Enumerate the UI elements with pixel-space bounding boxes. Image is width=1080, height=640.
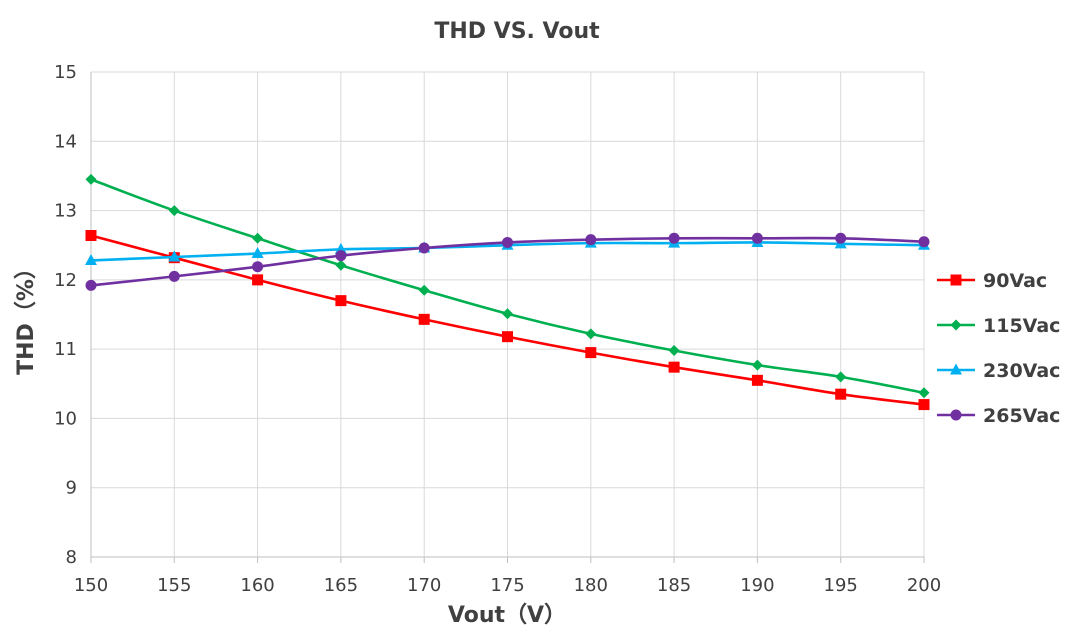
legend-label: 90Vac	[983, 270, 1047, 292]
y-tick-label: 15	[54, 62, 77, 83]
legend-entry: 230Vac	[937, 360, 1060, 382]
legend-entry: 115Vac	[937, 315, 1060, 337]
x-axis-label: Vout（V）	[448, 603, 566, 628]
x-tick-label: 180	[574, 575, 608, 596]
data-point	[502, 308, 513, 320]
legend-label: 265Vac	[983, 405, 1060, 427]
x-tick-label: 175	[490, 575, 524, 596]
x-tick-label: 195	[824, 575, 858, 596]
data-point	[668, 361, 680, 373]
legend-marker	[950, 409, 962, 421]
data-point	[418, 284, 430, 296]
data-point	[918, 236, 930, 248]
data-point	[751, 232, 763, 244]
x-tick-label: 150	[74, 575, 108, 596]
legend-marker	[950, 274, 962, 286]
series-115vac	[85, 173, 930, 399]
legend-label: 230Vac	[983, 360, 1060, 382]
x-tick-label: 165	[324, 575, 358, 596]
data-point	[751, 374, 763, 386]
series-group	[85, 173, 930, 411]
data-point	[668, 232, 680, 244]
data-point	[335, 250, 347, 262]
legend-marker	[950, 319, 962, 331]
x-tick-label: 155	[157, 575, 191, 596]
data-point	[252, 261, 264, 273]
y-tick-label: 8	[66, 547, 77, 568]
data-point	[85, 279, 97, 291]
data-point	[751, 359, 763, 371]
data-point	[585, 328, 597, 340]
data-point	[668, 345, 680, 357]
x-tick-label: 160	[240, 575, 274, 596]
x-tick-label: 200	[907, 575, 941, 596]
series-90vac	[85, 230, 930, 411]
y-tick-label: 11	[54, 339, 77, 360]
x-tick-label: 170	[407, 575, 441, 596]
data-point	[252, 274, 264, 286]
data-point	[585, 347, 597, 359]
data-point	[418, 242, 430, 254]
y-tick-label: 14	[54, 131, 77, 152]
y-tick-label: 13	[54, 201, 77, 222]
legend-entry: 265Vac	[937, 405, 1060, 427]
data-point	[168, 205, 180, 217]
legend: 90Vac 115Vac 230Vac 265Vac	[937, 270, 1060, 427]
data-point	[918, 399, 930, 411]
legend-entry: 90Vac	[937, 270, 1047, 292]
chart-title: THD VS. Vout	[434, 19, 600, 44]
data-point	[335, 295, 347, 307]
data-point	[418, 313, 430, 325]
data-point	[85, 253, 97, 265]
data-point	[252, 232, 264, 244]
data-point	[168, 250, 181, 262]
data-point	[585, 234, 597, 246]
y-axis-label: THD（%）	[14, 257, 39, 375]
data-point	[251, 247, 264, 259]
data-point	[335, 259, 347, 271]
y-tick-label: 12	[54, 270, 77, 291]
x-tick-label: 185	[657, 575, 691, 596]
data-point	[168, 270, 180, 282]
legend-marker	[950, 363, 962, 375]
legend-label: 115Vac	[983, 315, 1060, 337]
data-point	[502, 236, 513, 248]
data-point	[835, 232, 847, 244]
series-265vac	[85, 232, 930, 291]
y-tick-label: 10	[54, 408, 77, 429]
data-point	[835, 371, 847, 383]
data-point	[85, 230, 97, 242]
data-point	[835, 388, 847, 400]
data-point	[918, 387, 930, 399]
data-point	[85, 173, 97, 185]
axes: 8 9 10 11 12 13 14 15 150 155 160 165 170 175 180 185 19…	[54, 62, 941, 596]
x-tick-label: 190	[740, 575, 774, 596]
y-tick-label: 9	[66, 478, 77, 499]
data-point	[502, 331, 513, 343]
